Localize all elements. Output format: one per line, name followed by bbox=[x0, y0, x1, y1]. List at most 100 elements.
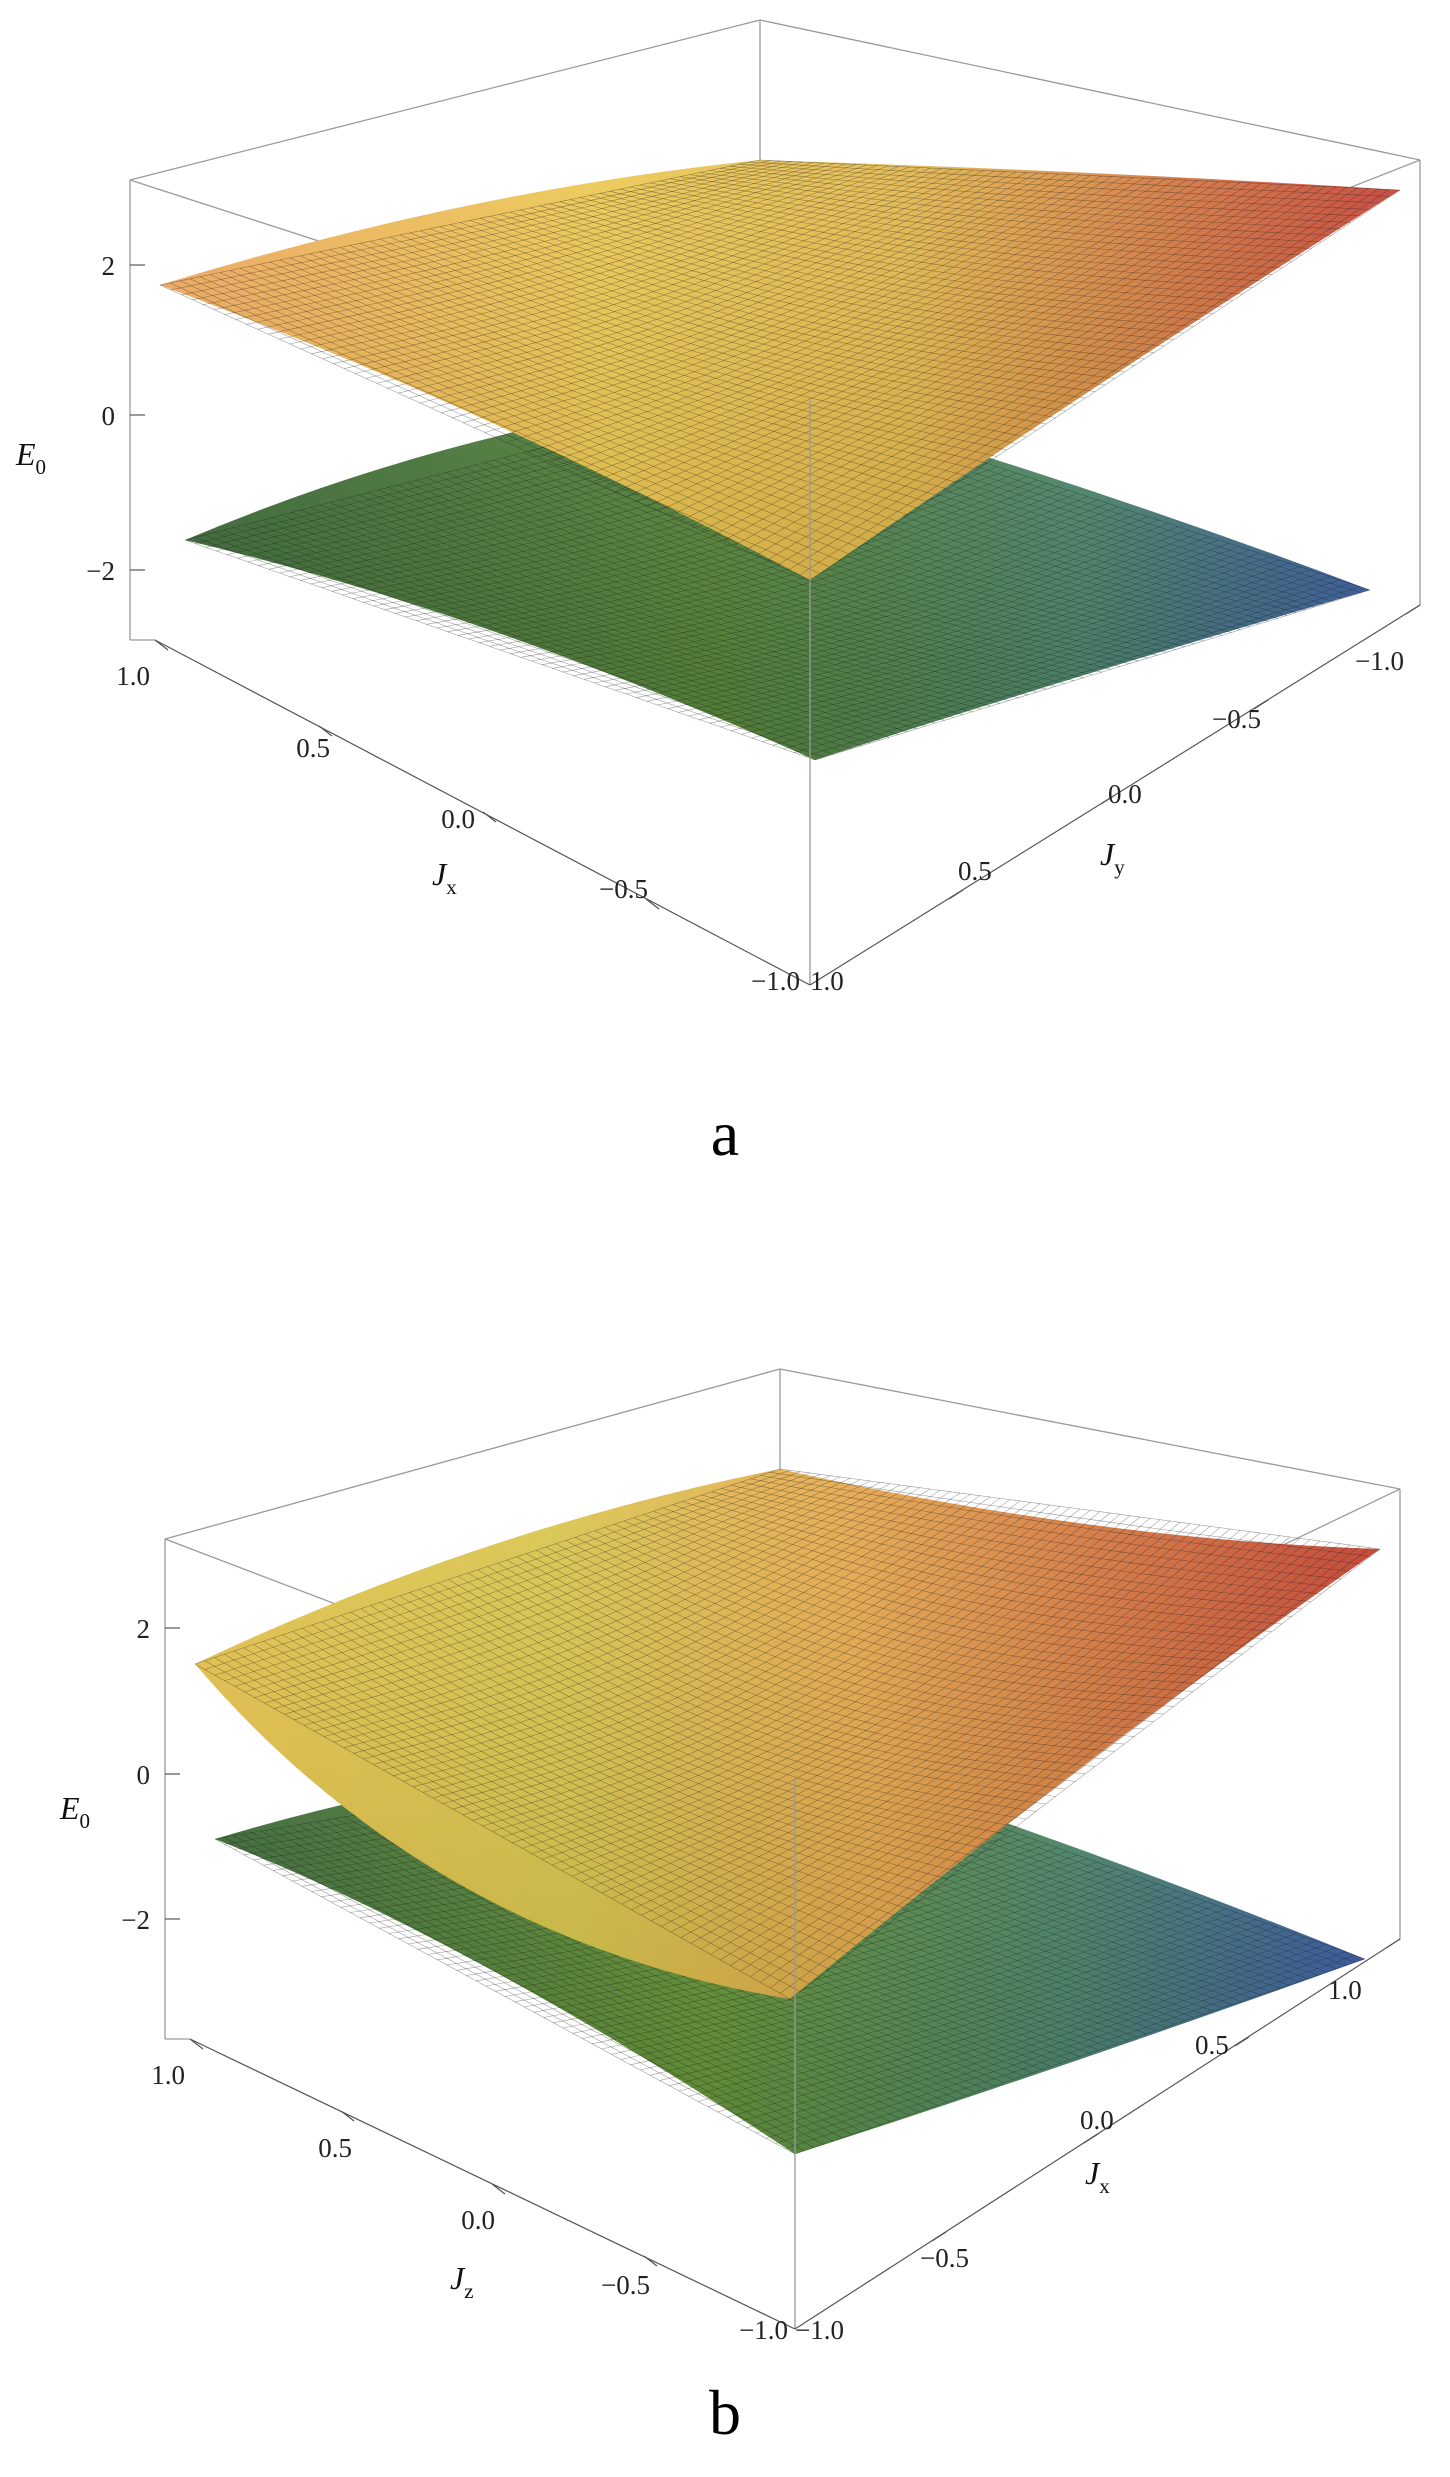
mesh-line bbox=[487, 1566, 1086, 1775]
x-tick-label: 1.0 bbox=[151, 2060, 185, 2090]
mesh-line bbox=[489, 216, 1135, 366]
mesh-line bbox=[224, 1472, 811, 1682]
mesh-line bbox=[459, 222, 1106, 386]
mesh-line bbox=[242, 524, 871, 744]
mesh-line bbox=[428, 1585, 1027, 1820]
mesh-line bbox=[679, 176, 1322, 243]
z-tick-label: −2 bbox=[121, 1905, 150, 1935]
mesh-line bbox=[698, 1922, 1266, 2102]
mesh-line bbox=[495, 175, 1091, 438]
mesh-line bbox=[573, 513, 1139, 676]
mesh-line bbox=[462, 1504, 1051, 1816]
mesh-line bbox=[700, 1536, 1291, 1950]
mesh-line bbox=[633, 1517, 1233, 1662]
mesh-line bbox=[399, 234, 1047, 425]
mesh-line bbox=[467, 1572, 1066, 1790]
mesh-line bbox=[399, 1595, 997, 1842]
mesh-line bbox=[555, 1543, 1154, 1722]
mesh-line bbox=[294, 1482, 881, 1721]
mesh-line bbox=[721, 1488, 1322, 1595]
mesh-line bbox=[793, 583, 1350, 753]
mesh-line bbox=[779, 1468, 1381, 1550]
mesh-line bbox=[647, 182, 1241, 507]
y-tick-label: 1.0 bbox=[1328, 1975, 1362, 2005]
mesh-line bbox=[621, 1526, 1211, 1905]
mesh-line bbox=[562, 509, 1129, 673]
mesh-line bbox=[679, 183, 1273, 522]
mesh-line bbox=[772, 576, 1330, 746]
mesh-line bbox=[279, 165, 878, 340]
mesh-line bbox=[755, 187, 1347, 556]
mesh-line bbox=[311, 1624, 909, 1910]
mesh-line bbox=[614, 1524, 1213, 1677]
upper-surface-mesh-a bbox=[159, 159, 1401, 581]
mesh-line bbox=[739, 163, 1381, 204]
x-axis-a: 1.0 0.5 0.0 −0.5 −1.0 Jx bbox=[116, 639, 800, 996]
mesh-line bbox=[300, 509, 927, 727]
mesh-line bbox=[775, 1951, 1346, 2144]
mesh-line bbox=[539, 177, 1134, 458]
z-axis-b: 2 0 −2 E0 bbox=[59, 1614, 180, 1935]
mesh-line bbox=[720, 559, 1280, 728]
mesh-line bbox=[549, 203, 1194, 327]
mesh-line bbox=[529, 207, 1174, 340]
mesh-line bbox=[181, 160, 782, 296]
panel-b: 2 0 −2 E0 1.0 0.5 0.0 −0.5 −1.0 Jz 1.0 0… bbox=[0, 1239, 1450, 2477]
mesh-line bbox=[457, 476, 1028, 636]
mesh-line bbox=[688, 549, 1250, 717]
mesh-line bbox=[311, 166, 910, 355]
mesh-line bbox=[279, 259, 929, 503]
mesh-line bbox=[477, 1569, 1076, 1782]
mesh-line bbox=[539, 205, 1184, 334]
mesh-line bbox=[569, 199, 1214, 314]
mesh-line bbox=[341, 1615, 938, 1887]
mesh-line bbox=[432, 1500, 1021, 1799]
mesh-line bbox=[629, 186, 1273, 275]
mesh-line bbox=[510, 493, 1078, 654]
mesh-line bbox=[379, 238, 1027, 438]
mesh-line bbox=[389, 236, 1037, 431]
mesh-line bbox=[670, 1532, 1261, 1933]
mesh-line bbox=[350, 1611, 948, 1880]
mesh-line bbox=[233, 1835, 815, 2148]
mesh-line bbox=[363, 1491, 951, 1760]
mesh-line bbox=[699, 172, 1342, 230]
mesh-line bbox=[727, 1933, 1296, 2118]
mesh-line bbox=[519, 209, 1165, 347]
mesh-line bbox=[699, 553, 1260, 720]
mesh-line bbox=[429, 228, 1076, 405]
mesh-line bbox=[389, 1598, 987, 1850]
mesh-line bbox=[365, 169, 963, 379]
mesh-line bbox=[497, 1563, 1095, 1767]
mesh-line bbox=[599, 193, 1243, 295]
mesh-line bbox=[321, 1621, 918, 1902]
mesh-line bbox=[729, 166, 1371, 210]
mesh-line bbox=[682, 1501, 1282, 1625]
mesh-line bbox=[531, 499, 1098, 662]
z-tick-label: 0 bbox=[102, 401, 116, 431]
mesh-line bbox=[636, 533, 1199, 698]
mesh-line bbox=[474, 174, 1070, 428]
mesh-line bbox=[653, 1511, 1253, 1647]
mesh-line bbox=[378, 489, 1001, 704]
mesh-line bbox=[192, 161, 793, 301]
mesh-line bbox=[749, 161, 1391, 197]
mesh-line bbox=[688, 1919, 1256, 2097]
mesh-line bbox=[373, 1492, 961, 1765]
mesh-line bbox=[690, 184, 1283, 527]
mesh-line bbox=[170, 160, 771, 291]
mesh-line bbox=[591, 1522, 1181, 1888]
mesh-line bbox=[615, 526, 1179, 691]
mesh-line bbox=[720, 1539, 1311, 1961]
upper-surface-a bbox=[159, 159, 1401, 581]
mesh-line bbox=[552, 506, 1119, 669]
mesh-line bbox=[643, 1514, 1243, 1655]
mesh-line bbox=[263, 1640, 859, 1947]
mesh-line bbox=[709, 170, 1351, 223]
mesh-line bbox=[651, 1530, 1241, 1922]
mesh-line bbox=[630, 1897, 1197, 2066]
mesh-line bbox=[224, 1654, 820, 1977]
mesh-line bbox=[559, 201, 1204, 321]
mesh-line bbox=[159, 284, 811, 581]
mesh-line bbox=[419, 1589, 1017, 1827]
